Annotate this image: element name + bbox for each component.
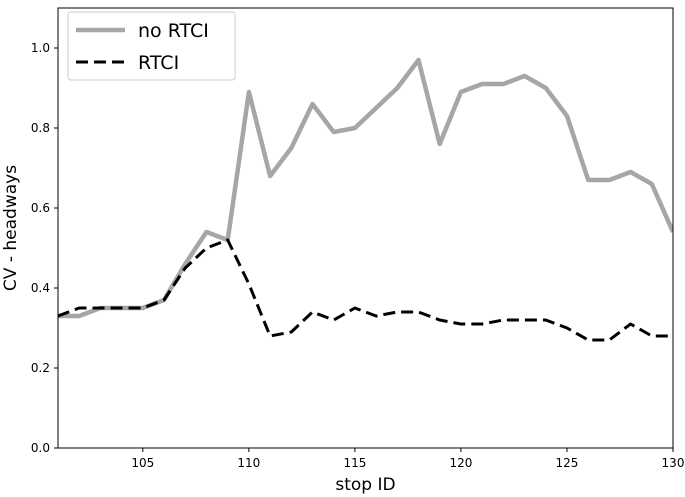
y-tick-label: 0.2	[31, 361, 50, 375]
y-axis: 0.0 0.2 0.4 0.6 0.8 1.0	[31, 41, 58, 455]
y-axis-label: CV - headways	[1, 165, 21, 291]
x-tick-label: 110	[237, 456, 260, 470]
y-tick-label: 0.6	[31, 201, 50, 215]
y-tick-label: 0.0	[31, 441, 50, 455]
x-tick-label: 120	[449, 456, 472, 470]
legend-label-rtci: RTCI	[138, 52, 179, 74]
y-tick-label: 0.8	[31, 121, 50, 135]
legend-label-no-rtci: no RTCI	[138, 20, 209, 42]
x-tick-label: 130	[662, 456, 685, 470]
series-line-no-rtci	[58, 57, 673, 319]
x-tick-label: 115	[343, 456, 366, 470]
plot-frame	[57, 7, 674, 449]
x-tick-label: 105	[131, 456, 154, 470]
legend: no RTCI RTCI	[67, 11, 236, 81]
x-axis: 105 110 115 120 125 130	[131, 448, 684, 470]
x-axis-label: stop ID	[335, 475, 395, 495]
y-tick-label: 1.0	[31, 41, 50, 55]
y-tick-label: 0.4	[31, 281, 50, 295]
x-tick-label: 125	[556, 456, 579, 470]
series-layer	[58, 57, 673, 342]
series-line-rtci	[58, 238, 673, 342]
